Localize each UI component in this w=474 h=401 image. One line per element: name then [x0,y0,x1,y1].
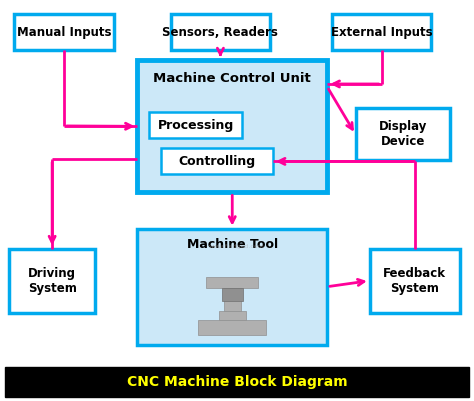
FancyBboxPatch shape [222,288,243,301]
FancyBboxPatch shape [206,277,258,288]
Text: Driving
System: Driving System [27,267,77,295]
FancyBboxPatch shape [149,112,242,138]
Text: Sensors, Readers: Sensors, Readers [163,26,278,38]
FancyBboxPatch shape [356,108,450,160]
Text: Manual Inputs: Manual Inputs [17,26,111,38]
FancyBboxPatch shape [9,249,95,313]
Text: CNC Machine Block Diagram: CNC Machine Block Diagram [127,375,347,389]
Text: Machine Tool: Machine Tool [187,238,278,251]
Text: External Inputs: External Inputs [331,26,432,38]
FancyBboxPatch shape [137,229,327,345]
FancyBboxPatch shape [332,14,431,50]
Text: Controlling: Controlling [178,155,255,168]
Text: Processing: Processing [157,119,234,132]
FancyBboxPatch shape [161,148,273,174]
Text: Machine Control Unit: Machine Control Unit [154,72,311,85]
FancyBboxPatch shape [137,60,327,192]
Text: www.fledged.com: www.fledged.com [209,244,265,249]
FancyBboxPatch shape [5,367,469,397]
FancyBboxPatch shape [14,14,114,50]
Text: Display
Device: Display Device [379,120,427,148]
FancyBboxPatch shape [198,320,266,335]
FancyBboxPatch shape [224,285,241,311]
FancyBboxPatch shape [370,249,460,313]
FancyBboxPatch shape [171,14,270,50]
Text: Feedback
System: Feedback System [383,267,446,295]
FancyBboxPatch shape [219,311,246,320]
